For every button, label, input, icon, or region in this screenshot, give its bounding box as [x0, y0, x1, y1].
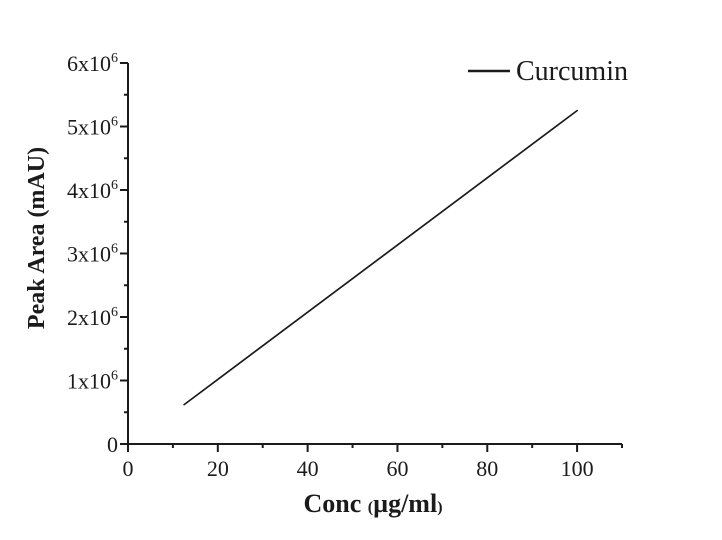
y-tick-label: 5x106 [67, 115, 118, 140]
y-axis-title: Peak Area (mAU) [24, 147, 50, 329]
x-title-paren-open: ( [368, 499, 373, 516]
y-tick-exponent: 6 [111, 305, 118, 320]
x-axis: 0 20 40 60 80 100 [123, 443, 623, 481]
plot-series [183, 109, 578, 406]
y-axis: 0 1x106 2x106 3x106 4x106 5x106 6x106 [67, 51, 129, 457]
y-tick-exponent: 6 [111, 369, 118, 384]
y-tick-label: 6x106 [67, 51, 118, 76]
y-tick-exponent: 6 [111, 115, 118, 130]
x-tick-label: 40 [297, 456, 319, 481]
y-tick-label: 0 [107, 432, 118, 457]
x-axis-title: Conc (µg/ml) [303, 489, 442, 518]
y-tick-label: 1x106 [67, 369, 118, 394]
x-tick-label: 20 [207, 456, 229, 481]
y-tick-exponent: 6 [111, 51, 118, 66]
x-title-paren-close: ) [437, 499, 442, 516]
series-line-curcumin [183, 109, 578, 406]
x-tick-label: 0 [123, 456, 134, 481]
y-tick-label: 4x106 [67, 178, 118, 203]
x-tick-label: 60 [386, 456, 408, 481]
y-tick-exponent: 6 [111, 178, 118, 193]
x-title-unit: µg/ml [373, 489, 437, 518]
y-tick-label: 2x106 [67, 305, 118, 330]
legend-label: Curcumin [516, 56, 628, 87]
legend: Curcumin [468, 56, 628, 87]
x-tick-label: 100 [561, 456, 594, 481]
x-tick-label: 80 [476, 456, 498, 481]
y-tick-label: 3x106 [67, 242, 118, 267]
y-tick-exponent: 6 [111, 242, 118, 257]
